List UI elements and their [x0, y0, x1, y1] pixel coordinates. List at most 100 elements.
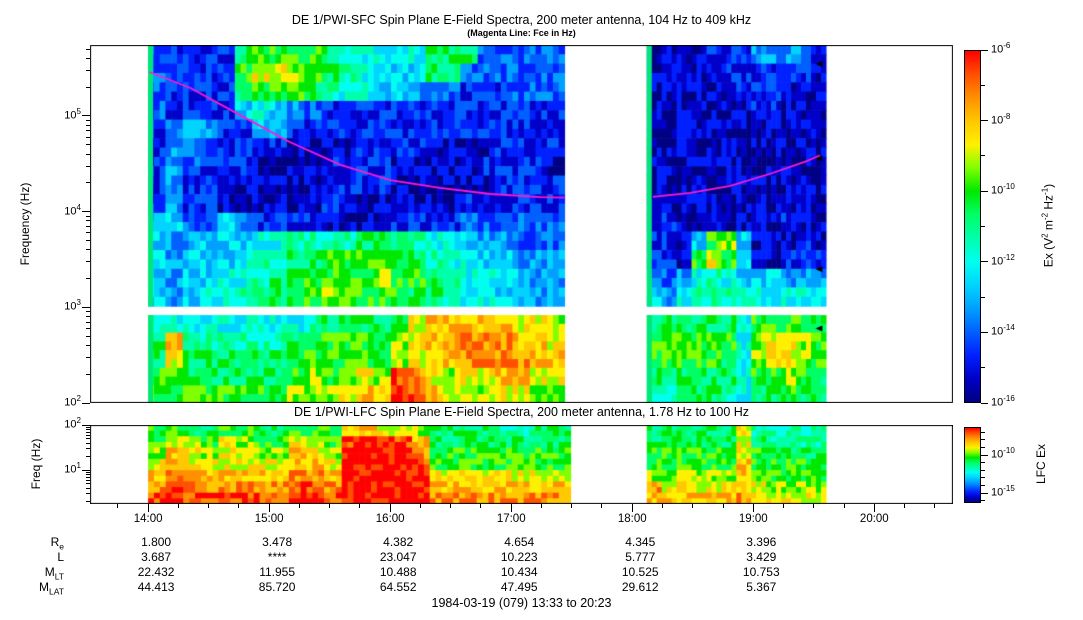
- sfc-cbar-major-tick: [981, 261, 988, 263]
- sfc-y-minor-tick: [86, 316, 90, 318]
- sfc-cbar-minor-tick: [981, 155, 985, 157]
- lfc-panel-title: DE 1/PWI-LFC Spin Plane E-Field Spectra,…: [293, 405, 750, 419]
- x-tick-label: 16:00: [375, 513, 405, 525]
- lfc-y-tick-label: 101: [64, 461, 81, 476]
- lfc-y-minor-tick: [86, 448, 90, 450]
- ephemeris-value: 10.488: [379, 565, 417, 579]
- sfc-y-minor-tick: [86, 311, 90, 313]
- sfc-y-minor-tick: [86, 57, 90, 59]
- ephemeris-value: 3.429: [746, 550, 777, 564]
- lfc-y-minor-tick: [86, 501, 90, 503]
- lfc-y-minor-tick: [86, 493, 90, 495]
- x-minor-tick: [843, 504, 845, 508]
- x-minor-tick: [117, 504, 119, 508]
- x-tick-label: 14:00: [133, 513, 163, 525]
- sfc-y-minor-tick: [86, 130, 90, 132]
- ephemeris-value: 10.434: [500, 565, 538, 579]
- sfc-y-major-tick: [82, 402, 90, 404]
- ephemeris-value: 44.413: [137, 580, 175, 594]
- sfc-cbar-tick-label: 10-10: [991, 182, 1015, 197]
- x-minor-tick: [208, 504, 210, 508]
- sfc-cbar-major-tick: [981, 402, 988, 404]
- ephemeris-value: 4.345: [625, 535, 656, 549]
- ephemeris-value: 4.382: [383, 535, 414, 549]
- x-minor-tick: [601, 504, 603, 508]
- lfc-cbar-tick-label: 10-15: [991, 484, 1015, 499]
- sfc-y-tick-label: 103: [64, 298, 81, 313]
- lfc-spectrogram-canvas: [90, 425, 953, 504]
- x-tick-label: 17:00: [496, 513, 526, 525]
- ephemeris-value: 3.687: [141, 550, 172, 564]
- sfc-y-minor-tick: [86, 232, 90, 234]
- x-minor-tick: [692, 504, 694, 508]
- ephemeris-value: 64.552: [379, 580, 417, 594]
- x-tick-label: 19:00: [738, 513, 768, 525]
- x-major-tick: [873, 504, 875, 512]
- lfc-cbar-minor-tick: [981, 439, 985, 441]
- sfc-y-minor-tick: [86, 356, 90, 358]
- x-minor-tick: [238, 504, 240, 508]
- x-major-tick: [268, 504, 270, 512]
- sfc-y-tick-label: 105: [64, 106, 81, 122]
- ephemeris-value: 5.367: [746, 580, 777, 594]
- x-major-tick: [752, 504, 754, 512]
- ephemeris-value: 10.525: [621, 565, 659, 579]
- sfc-y-minor-tick: [86, 249, 90, 251]
- sfc-cbar-tick-label: 10-14: [991, 323, 1015, 339]
- x-minor-tick: [934, 504, 936, 508]
- ephemeris-value: ****: [267, 550, 287, 564]
- x-minor-tick: [298, 504, 300, 508]
- lfc-y-minor-tick: [86, 456, 90, 458]
- sfc-y-minor-tick: [86, 48, 90, 50]
- x-tick-label: 15:00: [254, 513, 284, 525]
- ephemeris-value: 10.753: [742, 565, 780, 579]
- lfc-y-tick-label: 102: [64, 416, 81, 431]
- x-minor-tick: [177, 504, 179, 508]
- sfc-panel-subtitle: (Magenta Line: Fce in Hz): [467, 28, 576, 38]
- x-major-tick: [631, 504, 633, 512]
- x-minor-tick: [329, 504, 331, 508]
- sfc-y-major-tick: [82, 306, 90, 308]
- sfc-y-minor-tick: [86, 373, 90, 375]
- ephemeris-value: 3.478: [262, 535, 293, 549]
- x-minor-tick: [480, 504, 482, 508]
- sfc-panel-title: DE 1/PWI-SFC Spin Plane E-Field Spectra,…: [291, 13, 752, 27]
- sfc-y-minor-tick: [86, 220, 90, 222]
- ephemeris-value: 29.612: [621, 580, 659, 594]
- x-major-tick: [389, 504, 391, 512]
- ephemeris-value: 10.223: [500, 550, 538, 564]
- sfc-spectrogram-canvas: [90, 45, 953, 403]
- lfc-y-major-tick: [82, 424, 90, 426]
- sfc-colorbar-label: Ex (V2 m-2 Hz-1): [1040, 183, 1056, 268]
- sfc-colorbar: [964, 50, 981, 403]
- lfc-cbar-minor-tick: [981, 477, 985, 479]
- sfc-y-minor-tick: [86, 344, 90, 346]
- sfc-y-minor-tick: [86, 182, 90, 184]
- ephemeris-row-label: L: [57, 550, 64, 564]
- lfc-y-minor-tick: [86, 442, 90, 444]
- sfc-cbar-minor-tick: [981, 296, 985, 298]
- sfc-y-minor-tick: [86, 239, 90, 241]
- sfc-cbar-tick-label: 10-16: [991, 394, 1015, 409]
- lfc-y-minor-tick: [86, 426, 90, 428]
- lfc-cbar-minor-tick: [981, 462, 985, 464]
- lfc-y-minor-tick: [86, 471, 90, 473]
- sfc-y-minor-tick: [86, 69, 90, 71]
- lfc-colorbar-label: LFC Ex: [1034, 444, 1048, 485]
- sfc-y-minor-tick: [86, 328, 90, 330]
- sfc-y-minor-tick: [86, 225, 90, 227]
- lfc-y-minor-tick: [86, 429, 90, 431]
- sfc-cbar-major-tick: [981, 331, 988, 333]
- sfc-y-minor-tick: [86, 86, 90, 88]
- lfc-cbar-minor-tick: [981, 469, 985, 471]
- sfc-y-major-tick: [82, 115, 90, 117]
- lfc-cbar-major-tick: [981, 454, 988, 456]
- ephemeris-value: 47.495: [500, 580, 538, 594]
- sfc-y-minor-tick: [86, 136, 90, 138]
- x-minor-tick: [813, 504, 815, 508]
- lfc-y-minor-tick: [86, 483, 90, 485]
- sfc-y-minor-tick: [86, 321, 90, 323]
- lfc-cbar-minor-tick: [981, 431, 985, 433]
- sfc-cbar-tick-label: 10-8: [991, 111, 1011, 127]
